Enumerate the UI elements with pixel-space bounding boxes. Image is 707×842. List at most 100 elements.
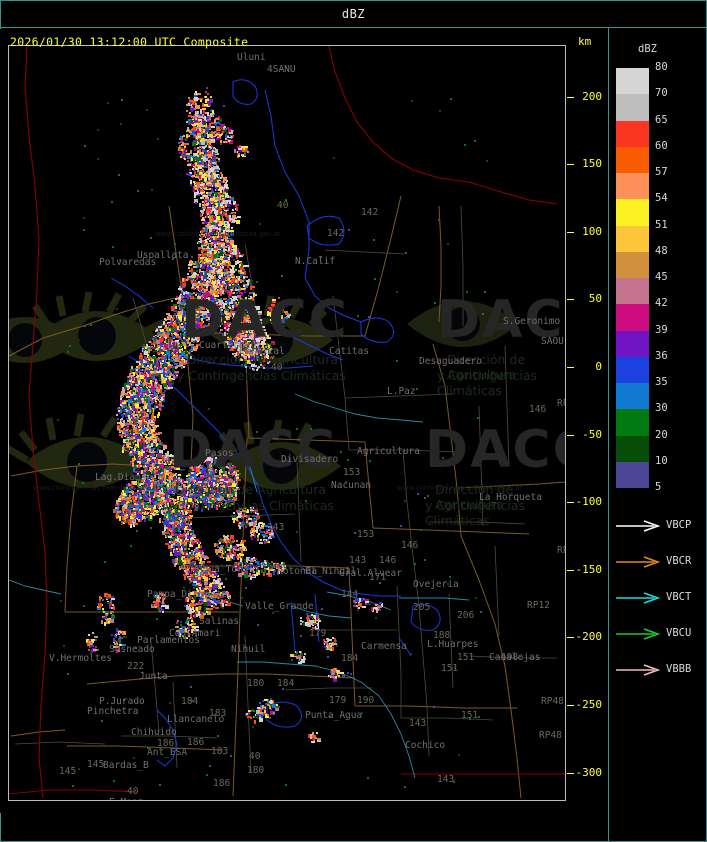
radar-echo-cell [206, 143, 208, 145]
y-tick-label: 100 [582, 224, 602, 238]
radar-echo-cell [196, 194, 198, 196]
radar-echo-cell [191, 157, 193, 161]
radar-echo-cell [209, 182, 213, 184]
radar-echo-cell [194, 171, 196, 175]
y-tick-label: -300 [575, 765, 603, 779]
radar-echo-cell [197, 149, 199, 151]
radar-echo-cell [225, 215, 227, 217]
radar-echo-cell [216, 122, 220, 124]
radar-echo-cell [194, 199, 198, 203]
y-tick-mark [567, 231, 574, 233]
y-tick-mark [567, 96, 574, 98]
radar-echo-cell [215, 124, 217, 126]
radar-echo-cell [202, 222, 204, 224]
radar-echo-cell [201, 167, 203, 169]
radar-echo-cell [188, 174, 192, 176]
radar-echo-cell [198, 160, 202, 164]
radar-echo-cell [195, 129, 197, 131]
radar-echo-cell [201, 214, 203, 216]
frame-top-line [0, 0, 707, 1]
radar-echo-cell [206, 105, 210, 107]
radar-echo-cell [192, 175, 194, 177]
timestamp-label: 2026/01/30 13:12:00 UTC Composite [10, 35, 249, 49]
radar-echo-cell [195, 111, 199, 113]
radar-echo-cell [204, 175, 206, 177]
radar-echo-cell [181, 138, 183, 140]
radar-echo-cell [214, 228, 216, 230]
radar-echo-cell [202, 217, 204, 219]
radar-echo-cell [204, 195, 208, 197]
radar-echo-cell [186, 153, 190, 155]
map-viewport[interactable]: DACC DACC DACC DACC Dirección de Agricul… [8, 45, 566, 801]
radar-echo-cell [211, 122, 215, 124]
y-tick-mark [567, 637, 574, 639]
radar-echo-cell [194, 97, 198, 101]
y-tick-mark [567, 569, 574, 571]
radar-echo-cell [196, 186, 198, 190]
radar-echo-cell [202, 136, 204, 138]
radar-echo-cell [205, 131, 207, 133]
radar-echo-cell [186, 104, 188, 106]
radar-echo-layer [9, 46, 565, 800]
radar-echo-cell [207, 101, 211, 105]
radar-echo-cell [214, 207, 216, 209]
radar-echo-cell [199, 153, 203, 157]
radar-echo-cell [205, 96, 207, 98]
radar-echo-cell [181, 140, 183, 142]
y-tick-label: -200 [575, 630, 603, 644]
radar-echo-cell [202, 178, 204, 180]
radar-echo-cell [219, 183, 221, 187]
frame-panel-divider [608, 27, 609, 842]
radar-echo-cell [214, 197, 218, 201]
radar-echo-cell [207, 139, 211, 143]
radar-echo-cell [197, 98, 199, 100]
radar-echo-cell [197, 136, 201, 138]
y-tick-label: 200 [582, 89, 602, 103]
radar-echo-cell [221, 124, 225, 128]
radar-echo-cell [195, 139, 197, 143]
frame-title-sep [0, 27, 707, 28]
radar-echo-cell [206, 234, 210, 238]
radar-echo-cell [213, 113, 215, 115]
radar-echo-cell [183, 155, 187, 157]
radar-echo-cell [205, 125, 209, 127]
radar-echo-cell [206, 192, 208, 194]
radar-echo-cell [202, 169, 204, 171]
radar-echo-cell [198, 194, 200, 196]
radar-echo-cell [186, 110, 188, 112]
radar-echo-cell [190, 130, 192, 132]
radar-echo-cell [203, 191, 205, 193]
y-tick-mark [567, 772, 574, 774]
radar-echo-cell [198, 189, 200, 191]
radar-echo-cell [210, 110, 212, 112]
radar-echo-cell [218, 132, 220, 134]
radar-echo-cell [202, 242, 204, 244]
radar-echo-cell [213, 203, 215, 205]
radar-echo-cell [213, 229, 215, 231]
window-title-bar: dBZ [0, 0, 707, 27]
radar-echo-cell [205, 141, 207, 143]
radar-echo-cell [199, 177, 203, 181]
radar-echo-cell [199, 157, 203, 159]
radar-echo-cell [185, 150, 187, 152]
radar-echo-cell [195, 95, 197, 97]
radar-echo-cell [201, 141, 205, 145]
radar-echo-cell [216, 127, 220, 131]
radar-echo-cell [218, 121, 220, 123]
radar-echo-cell [211, 181, 213, 183]
radar-echo-cell [206, 241, 208, 243]
radar-echo-cell [209, 159, 211, 161]
radar-echo-cell [191, 108, 193, 112]
radar-echo-cell [194, 153, 198, 155]
radar-echo-cell [206, 132, 208, 134]
radar-echo-cell [194, 196, 196, 198]
radar-echo-cell [204, 157, 208, 161]
radar-plot-panel[interactable]: 2026/01/30 13:12:00 UTC Composite km km … [0, 29, 608, 813]
radar-echo-cell [210, 244, 214, 246]
radar-echo-cell [209, 123, 211, 127]
radar-echo-cell [204, 205, 206, 209]
radar-echo-cell [202, 207, 204, 209]
radar-echo-cell [192, 108, 196, 110]
radar-echo-cell [205, 91, 207, 93]
radar-echo-cell [180, 136, 182, 140]
